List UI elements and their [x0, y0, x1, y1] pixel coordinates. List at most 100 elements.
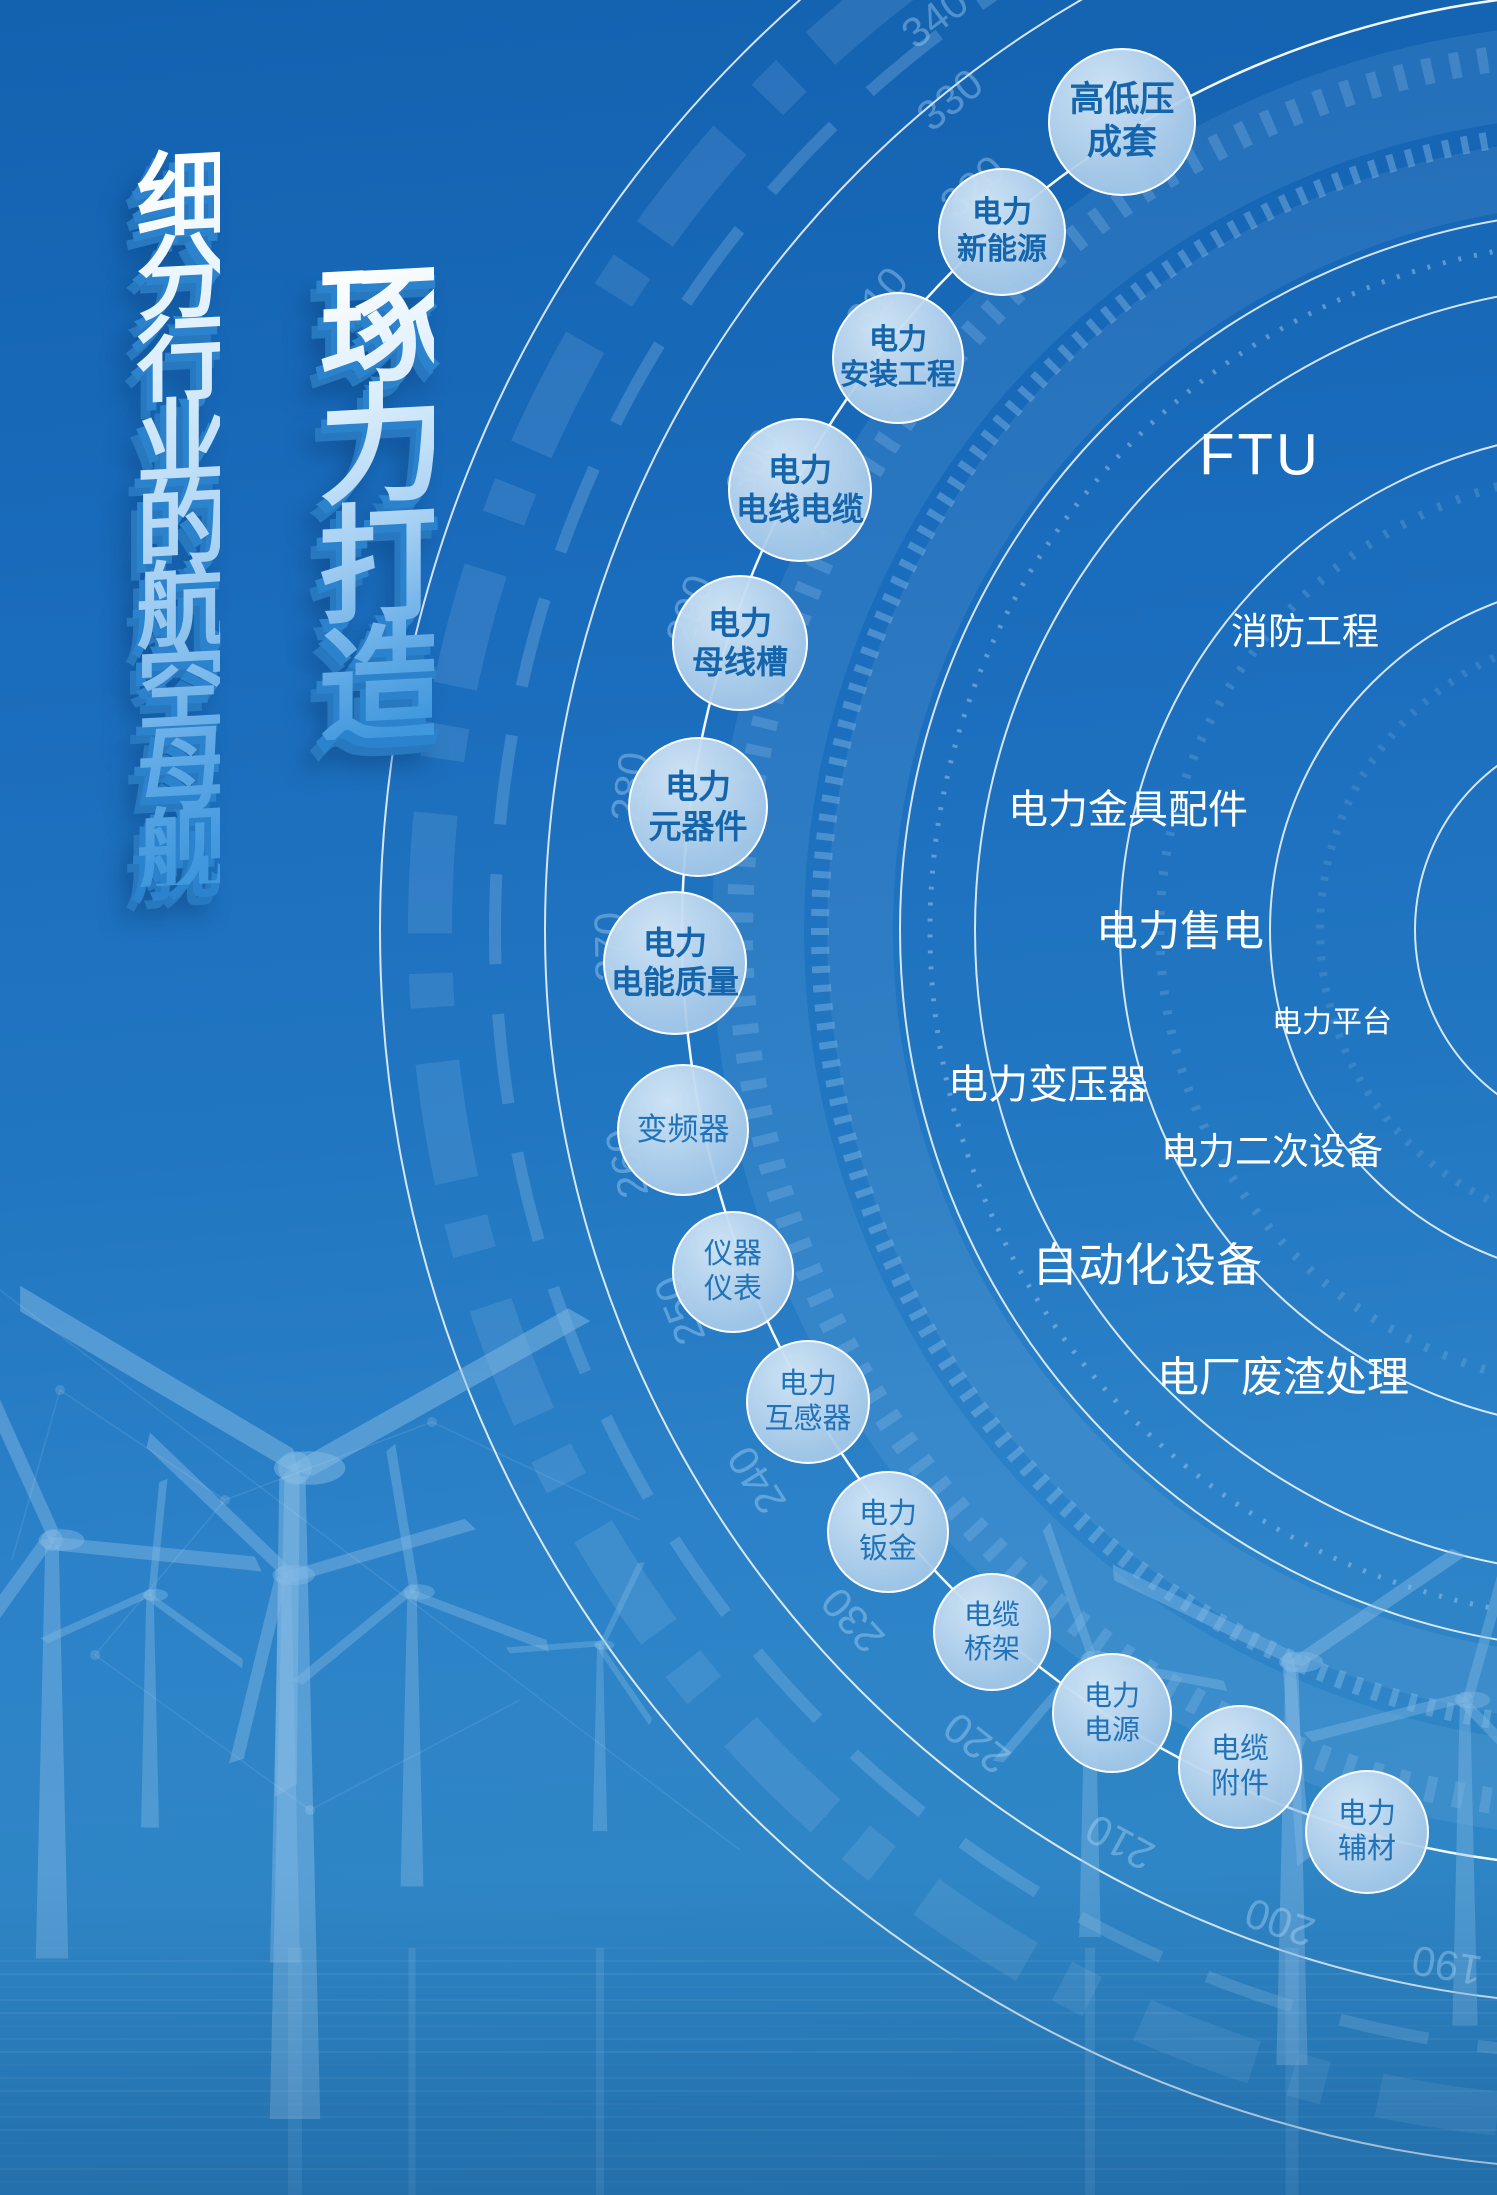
sector-label-line: 电力平台: [1272, 1006, 1392, 1039]
bubble-label-line: 电力: [665, 767, 731, 805]
bubble-label-line: 电缆: [963, 1598, 1020, 1630]
bubble-label-line: 电线电缆: [735, 491, 864, 527]
sector-label: 电力平台: [1272, 1002, 1392, 1044]
bubble-label-line: 桥架: [963, 1633, 1020, 1664]
constellation-line: [59, 1389, 226, 1501]
constellation-node: [427, 1417, 437, 1427]
soft-band-ring: [827, 146, 1497, 1714]
sector-label: 电力金具配件: [1008, 782, 1248, 838]
barcode-ring: [811, 130, 1497, 1730]
sector-label: 电厂废渣处理: [1157, 1349, 1409, 1408]
sub-title-face: 细分行业的航空母舰: [123, 144, 225, 888]
bubble-label-line: 电力: [1337, 1797, 1396, 1830]
wind-turbine-silhouette: [0, 1342, 262, 1959]
constellation-line: [94, 1654, 311, 1811]
orbit-circle: [974, 296, 1497, 1564]
sector-label-line: FTU: [1199, 422, 1321, 488]
bubble-label-line: 互感器: [764, 1403, 852, 1435]
sector-label-line: 电厂废渣处理: [1156, 1353, 1410, 1401]
sector-label: 电力售电: [1096, 903, 1264, 962]
orbit-circle: [1414, 764, 1497, 1096]
sector-label: 电力变压器: [948, 1057, 1148, 1113]
sector-label-line: 电力变压器: [948, 1063, 1148, 1107]
orbit-circle: [899, 219, 1497, 1641]
category-bubble: 电缆 附件: [1178, 1705, 1302, 1829]
bubble-label-line: 成套: [1086, 123, 1157, 162]
category-bubble: 电力 元器件: [628, 737, 768, 877]
category-bubble: 电力 辅材: [1305, 1770, 1429, 1894]
sector-label-line: 电力金具配件: [1008, 788, 1248, 832]
category-bubble: 电力 钣金: [827, 1471, 949, 1593]
sector-label: 电力二次设备: [1161, 1126, 1383, 1178]
sea-overlay: [0, 1870, 1497, 2195]
orbit-circle: [1269, 601, 1497, 1259]
bubble-label-line: 钣金: [858, 1533, 917, 1565]
bubble-label-line: 附件: [1210, 1768, 1269, 1800]
bubble-label-line: 高低压: [1069, 80, 1175, 120]
constellation-line: [94, 1499, 226, 1656]
category-bubble: 电力 互感器: [746, 1340, 870, 1464]
category-bubble: 电缆 桥架: [933, 1573, 1051, 1691]
bubble-label-line: 电力: [868, 323, 927, 356]
constellation-node: [305, 1805, 315, 1815]
orbit-circle: [1119, 444, 1497, 1416]
category-bubble: 电力 母线槽: [672, 575, 808, 711]
tech-arc-ring: [408, 0, 1497, 2136]
bubble-label-line: 电力: [707, 604, 772, 641]
wind-turbine-silhouette: [505, 1562, 653, 1831]
bubble-label-line: 电能质量: [610, 964, 739, 1000]
sector-label-line: 工程: [1305, 611, 1379, 653]
bubble-label-line: 电源: [1083, 1714, 1140, 1745]
constellation-line: [431, 1421, 641, 1521]
bubble-label-line: 电力: [642, 924, 707, 961]
category-bubble: 电力 电能质量: [603, 891, 747, 1035]
sector-label: FTU: [1199, 414, 1321, 495]
category-bubble: 电力 电线电缆: [728, 418, 872, 562]
constellation-node: [220, 1495, 230, 1505]
bubble-label-line: 电力: [778, 1367, 837, 1400]
bubble-label-line: 元器件: [648, 808, 748, 845]
constellation-line: [0, 1289, 741, 1851]
sector-label-line: 电力二次设备: [1161, 1131, 1383, 1173]
category-bubble: 高低压 成套: [1048, 48, 1196, 196]
bubble-label-line: 电力: [1083, 1679, 1140, 1711]
constellation-line: [309, 1699, 521, 1811]
bubble-label-line: 电缆: [1210, 1732, 1269, 1765]
bubble-label-line: 安装工程: [839, 359, 956, 391]
bubble-label-line: 变频器: [636, 1112, 730, 1148]
sector-label-line: 电力售电: [1095, 907, 1265, 955]
constellation-node: [55, 1385, 65, 1395]
sector-label-line: 自动化设备: [1032, 1238, 1262, 1291]
sector-label: 自动化设备: [1032, 1233, 1262, 1297]
soft-band-ring: [712, 30, 1497, 1830]
sector-label: 消防工程: [1231, 606, 1379, 658]
category-bubble: 电力 新能源: [938, 168, 1066, 296]
main-title-face: 琢力打造: [299, 254, 442, 742]
bubble-label-line: 新能源: [957, 233, 1047, 266]
bubble-label-line: 电力: [858, 1497, 917, 1530]
sector-label-line: 消防: [1231, 611, 1305, 653]
tech-arc-ring: [489, 0, 1497, 2055]
constellation-line: [224, 1421, 433, 1501]
bubble-label-line: 电力: [972, 196, 1032, 230]
category-bubble: 电力 电源: [1052, 1653, 1172, 1773]
wind-turbine-silhouette: [40, 1478, 243, 1828]
category-bubble: 仪器 仪表: [672, 1211, 794, 1333]
orbit-circle: [379, 0, 1497, 2165]
orbit-circle: [544, 0, 1497, 1999]
main-title-vertical: 琢力打造 琢力打造: [299, 235, 818, 822]
constellation-line: [11, 1389, 61, 1561]
bubble-label-line: 仪器: [703, 1237, 762, 1270]
bubble-label-line: 母线槽: [691, 644, 788, 680]
wind-turbine-silhouette: [146, 1432, 476, 1963]
bubble-label-line: 电力: [767, 451, 832, 488]
wind-turbine-silhouette: [292, 1443, 549, 1887]
bubble-label-line: 辅材: [1337, 1833, 1396, 1865]
constellation-node: [90, 1650, 100, 1660]
bubble-label-line: 仪表: [703, 1273, 762, 1305]
category-bubble: 电力 安装工程: [832, 292, 964, 424]
